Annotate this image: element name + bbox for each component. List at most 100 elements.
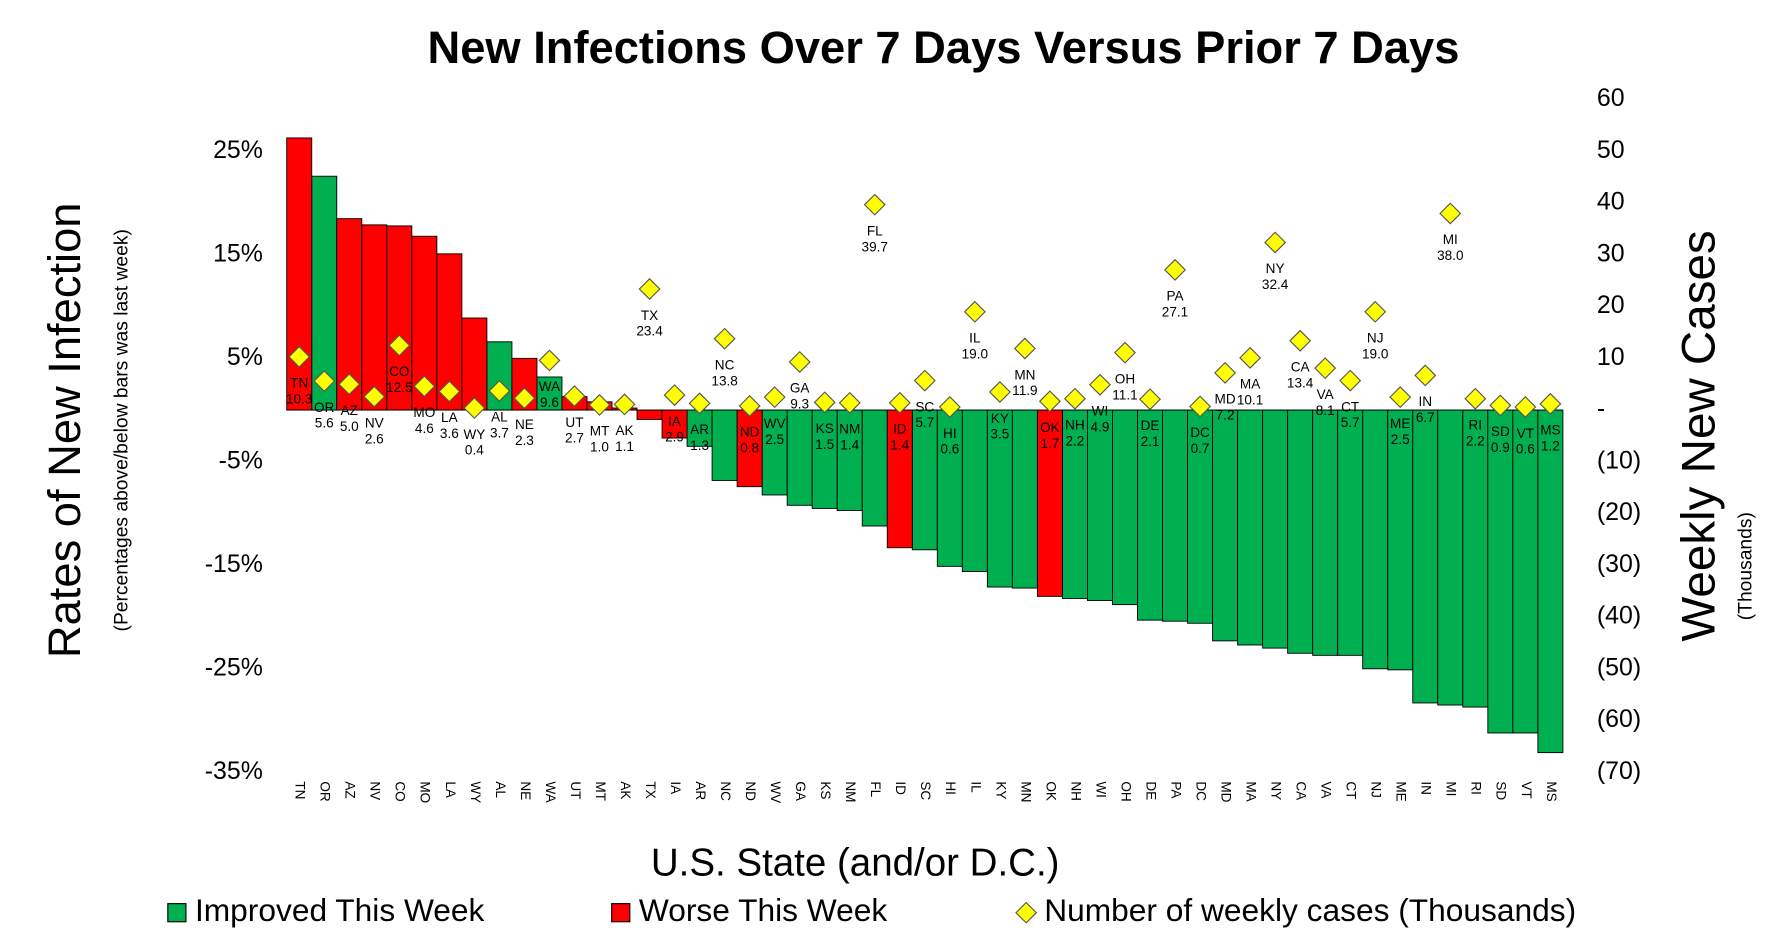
x-tick-label: OH [1118, 781, 1133, 801]
data-label: 10.1 [1237, 392, 1263, 407]
diamond-marker [1464, 387, 1487, 410]
x-tick-label: AL [493, 781, 508, 798]
bar [361, 224, 388, 411]
data-label-state: TN [290, 376, 308, 391]
data-label: 1.0 [590, 440, 609, 455]
bar [461, 317, 488, 411]
diamond-marker [1389, 386, 1412, 409]
data-label: 13.8 [711, 373, 737, 388]
data-label: 2.7 [565, 431, 584, 446]
data-label-state: DE [1141, 418, 1160, 433]
y2-tick-label: (50) [1597, 653, 1641, 681]
data-label-state: PA [1166, 289, 1184, 304]
diamond-marker [563, 385, 586, 408]
x-tick-label: CT [1344, 781, 1359, 799]
data-label: 2.2 [1466, 433, 1485, 448]
diamond-marker [1239, 346, 1262, 369]
x-tick-label: WA [543, 781, 558, 803]
data-label: 1.3 [690, 438, 709, 453]
diamond-marker [388, 334, 411, 357]
data-label: 1.4 [840, 437, 859, 452]
legend-label: Number of weekly cases (Thousands) [1044, 892, 1576, 928]
diamond-marker [288, 345, 311, 368]
bar [661, 409, 688, 439]
diamond-marker [338, 373, 361, 396]
data-label-state: IA [668, 414, 682, 429]
x-tick-label: MO [418, 781, 433, 803]
data-label-state: NJ [1367, 331, 1384, 346]
x-tick-label: NV [368, 781, 383, 800]
x-tick-label: TN [293, 781, 308, 799]
data-label: 2.5 [765, 432, 784, 447]
y-tick-label: -15% [205, 550, 263, 578]
data-label-state: CA [1291, 360, 1311, 375]
bar [961, 409, 988, 572]
data-label: 5.7 [1341, 415, 1360, 430]
bar [1362, 409, 1389, 670]
x-tick-label: ND [743, 781, 758, 801]
x-tick-label: FL [868, 781, 883, 797]
x-tick-label: MA [1244, 781, 1259, 802]
x-tick-label: WI [1093, 781, 1108, 798]
x-tick-label: ID [893, 781, 908, 795]
data-label: 0.7 [1191, 441, 1210, 456]
diamond-marker [1489, 394, 1512, 417]
bar [386, 225, 413, 411]
bar [1262, 409, 1289, 649]
bar [1137, 409, 1163, 621]
data-label-state: MN [1014, 367, 1035, 382]
data-label-state: LA [441, 410, 459, 425]
diamond-marker [438, 380, 461, 403]
data-label: 39.7 [862, 239, 888, 254]
data-label: 0.4 [465, 443, 484, 458]
diamond-marker [713, 327, 736, 350]
y-axis-subtitle: (Percentages above/below bars was last w… [112, 229, 133, 631]
y2-tick-label: (10) [1597, 446, 1641, 474]
bar [1112, 409, 1138, 606]
x-tick-label: IA [668, 781, 683, 795]
data-label: 1.1 [615, 439, 634, 454]
y2-tick-label: - [1597, 395, 1605, 423]
bar [286, 137, 313, 411]
diamond-marker [638, 278, 661, 301]
diamond-marker [913, 369, 936, 392]
x-tick-label: MN [1018, 781, 1033, 802]
x-tick-label: CA [1294, 781, 1309, 801]
diamond-marker [988, 380, 1011, 403]
x-tick-label: OR [318, 781, 333, 802]
bar [936, 409, 963, 567]
bar [1086, 409, 1113, 601]
data-label: 1.2 [1541, 439, 1560, 454]
x-tick-label: VA [1319, 781, 1334, 799]
bar [1512, 409, 1539, 734]
x-tick-label: TX [643, 781, 658, 798]
x-tick-label: KS [818, 781, 833, 799]
diamond-marker [763, 386, 786, 409]
diamond-marker [363, 385, 386, 408]
y2-tick-label: (30) [1597, 550, 1641, 578]
x-tick-label: VT [1519, 781, 1534, 798]
data-label: 4.9 [1091, 419, 1110, 434]
x-tick-label: NY [1269, 781, 1284, 800]
bar [1462, 409, 1489, 708]
x-tick-label: DE [1143, 781, 1158, 800]
diamond-marker [1514, 395, 1537, 418]
data-label-state: OR [314, 400, 335, 415]
data-label: 2.6 [365, 431, 384, 446]
bar [1036, 409, 1063, 597]
diamond-marker [1164, 258, 1187, 281]
data-label-state: AL [491, 410, 508, 425]
bar [536, 376, 563, 411]
x-tick-label: NH [1068, 781, 1083, 801]
bar [1312, 409, 1339, 656]
data-label-state: WI [1092, 404, 1109, 419]
x-tick-label: DC [1193, 781, 1208, 801]
data-label-state: WY [463, 427, 485, 442]
bar [1337, 409, 1364, 656]
diamond-marker [1339, 369, 1362, 392]
x-tick-label: MS [1544, 781, 1559, 801]
data-label: 12.5 [386, 380, 412, 395]
data-label: 38.0 [1437, 248, 1464, 263]
y-tick-label: 15% [213, 239, 263, 267]
